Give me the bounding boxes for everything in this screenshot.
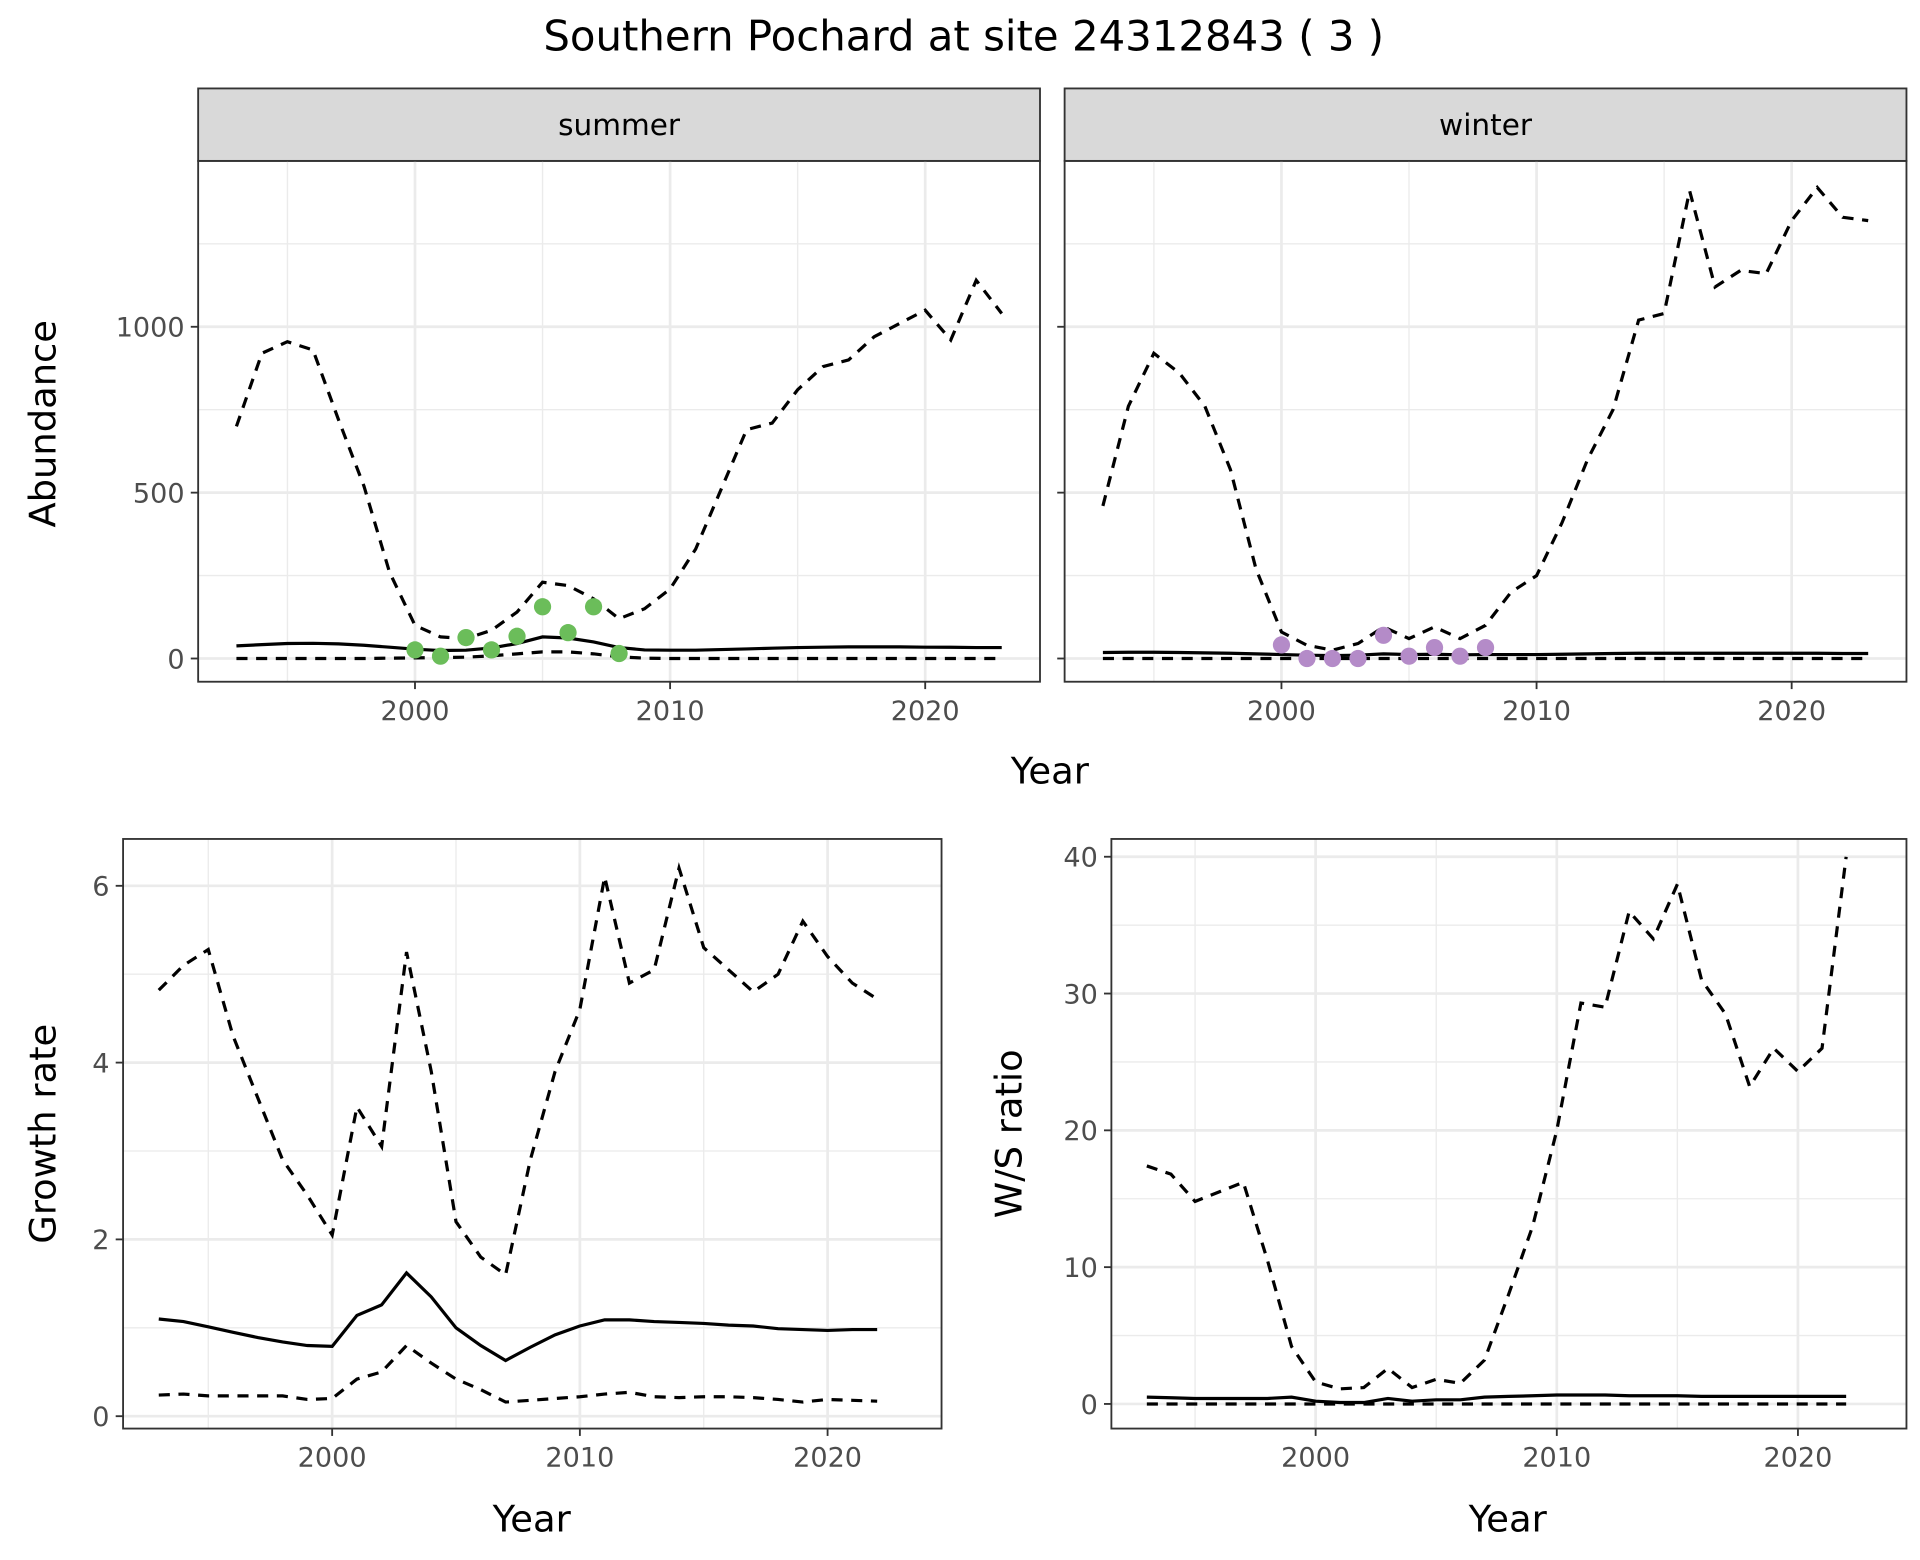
data-point bbox=[1400, 647, 1418, 665]
x-axis-title-top: Year bbox=[1010, 750, 1090, 793]
figure-title: Southern Pochard at site 24312843 ( 3 ) bbox=[543, 11, 1384, 60]
series-line-upper bbox=[1101, 184, 1869, 652]
x-tick-label: 2020 bbox=[793, 1443, 862, 1474]
y-axis-title-ratio: W/S ratio bbox=[988, 1049, 1031, 1218]
y-tick-label: 0 bbox=[1081, 1390, 1098, 1421]
panel-border bbox=[1110, 838, 1908, 1430]
x-tick-label: 2000 bbox=[1247, 696, 1316, 727]
x-tick-label: 2000 bbox=[298, 1443, 367, 1474]
x-tick-label: 2010 bbox=[1522, 1443, 1591, 1474]
series-line-upper bbox=[234, 277, 1003, 641]
y-tick-label: 500 bbox=[133, 478, 185, 509]
panel-border bbox=[1063, 159, 1908, 683]
data-point bbox=[559, 624, 577, 642]
strip-winter: winter bbox=[1063, 87, 1908, 162]
panel-ws-ratio: 2000 2010 2020 0 10 20 30 40 bbox=[1063, 838, 1908, 1474]
x-tick-label: 2010 bbox=[636, 696, 705, 727]
data-point bbox=[1425, 638, 1444, 657]
data-point bbox=[1323, 649, 1342, 668]
x-axis-title-growth: Year bbox=[492, 1498, 572, 1541]
y-tick-label: 30 bbox=[1063, 979, 1097, 1010]
panel-border bbox=[197, 159, 1041, 683]
series-line-upper bbox=[1146, 856, 1848, 1391]
series-line-mean bbox=[158, 1270, 878, 1363]
x-tick-label: 2020 bbox=[1757, 696, 1826, 727]
y-axis-title-abundance: Abundance bbox=[21, 320, 64, 528]
panel-growth-rate: 2000 2010 2020 0 2 4 6 bbox=[92, 838, 943, 1474]
series-line-mean bbox=[1146, 1393, 1847, 1405]
data-point bbox=[584, 598, 603, 616]
data-point bbox=[1374, 626, 1393, 644]
y-tick-label: 0 bbox=[167, 644, 184, 675]
y-tick-label: 0 bbox=[92, 1402, 109, 1433]
x-tick-label: 2020 bbox=[891, 696, 960, 727]
x-tick-label: 2010 bbox=[1502, 696, 1571, 727]
series-line-lower bbox=[158, 1343, 878, 1404]
strip-label-summer: summer bbox=[558, 108, 681, 142]
series-line-upper bbox=[157, 862, 879, 1278]
y-tick-label: 20 bbox=[1063, 1116, 1097, 1147]
data-point bbox=[431, 647, 450, 665]
panel-border bbox=[122, 838, 943, 1430]
data-point bbox=[610, 644, 628, 663]
y-tick-label: 10 bbox=[1063, 1253, 1097, 1284]
data-point bbox=[1298, 649, 1316, 668]
data-point bbox=[406, 641, 424, 659]
data-point bbox=[533, 598, 552, 616]
data-point bbox=[508, 627, 526, 645]
data-point bbox=[1451, 647, 1469, 665]
y-tick-label: 1000 bbox=[116, 313, 185, 344]
strip-label-winter: winter bbox=[1439, 108, 1533, 142]
y-axis-title-growth: Growth rate bbox=[21, 1024, 64, 1244]
x-axis-title-ratio: Year bbox=[1468, 1498, 1548, 1541]
y-tick-label: 6 bbox=[92, 872, 109, 903]
x-tick-label: 2000 bbox=[381, 696, 450, 727]
y-tick-label: 40 bbox=[1063, 843, 1097, 874]
data-point bbox=[1349, 649, 1367, 668]
strip-summer: summer bbox=[197, 87, 1041, 162]
x-tick-label: 2000 bbox=[1281, 1443, 1350, 1474]
x-tick-label: 2020 bbox=[1763, 1443, 1832, 1474]
data-point bbox=[457, 629, 475, 647]
y-tick-label: 4 bbox=[92, 1048, 109, 1079]
data-point bbox=[482, 641, 501, 659]
x-tick-label: 2010 bbox=[545, 1443, 614, 1474]
panel-summer: 2000 2010 2020 0 500 1000 bbox=[116, 159, 1041, 727]
data-point bbox=[1476, 638, 1495, 657]
data-point bbox=[1272, 636, 1291, 654]
panel-winter: 2000 2010 2020 bbox=[1057, 159, 1908, 727]
y-tick-label: 2 bbox=[92, 1225, 109, 1256]
